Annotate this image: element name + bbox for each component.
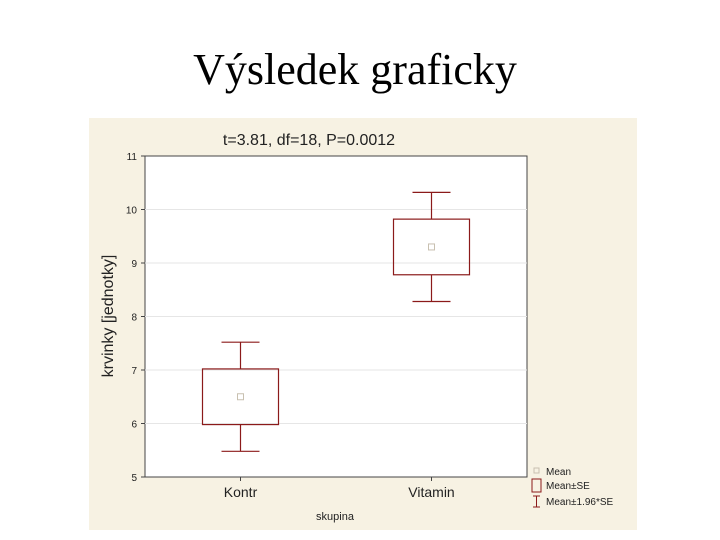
- legend-se-icon: [531, 478, 542, 493]
- chart-title: t=3.81, df=18, P=0.0012: [223, 132, 395, 149]
- legend-mean-label: Mean: [546, 467, 571, 478]
- x-tick-label: Kontr: [224, 484, 258, 500]
- legend: Mean Mean±SE Mean±1.96*SE: [531, 467, 614, 508]
- box-kontr: [201, 341, 280, 452]
- legend-whisker-label: Mean±1.96*SE: [546, 497, 614, 508]
- boxes: [201, 191, 471, 452]
- box-vitamin: [392, 191, 471, 303]
- y-tick-label: 9: [131, 259, 137, 270]
- y-tick-label: 7: [131, 366, 137, 377]
- mean-marker: [237, 393, 244, 401]
- x-axis-label: skupina: [316, 511, 355, 523]
- x-tick-label: Vitamin: [408, 484, 454, 500]
- x-axis-ticks: Kontr Vitamin: [224, 477, 455, 500]
- grid-lines: [145, 209, 527, 424]
- y-tick-label: 5: [131, 473, 137, 484]
- slide-title: Výsledek graficky: [193, 45, 517, 94]
- y-tick-label: 8: [131, 313, 137, 324]
- y-tick-label: 11: [127, 152, 138, 163]
- legend-whisker-icon: [533, 495, 540, 508]
- legend-se-label: Mean±SE: [546, 481, 590, 492]
- y-axis-ticks: 5 6 7 8 9 10 11: [126, 152, 145, 484]
- boxplot-chart: 5 6 7 8 9 10 11 Kontr Vitamin t=3.81, df=18, P=…: [89, 118, 637, 530]
- se-box: [392, 218, 471, 276]
- y-axis-label: krvinky [jednotky]: [100, 255, 117, 378]
- se-box: [201, 368, 280, 426]
- y-tick-label: 10: [126, 206, 138, 217]
- y-tick-label: 6: [131, 420, 137, 431]
- chart-panel: 5 6 7 8 9 10 11 Kontr Vitamin t=3.81, df=18, P=…: [89, 118, 637, 530]
- legend-mean-icon: [533, 467, 540, 474]
- mean-marker: [428, 243, 435, 251]
